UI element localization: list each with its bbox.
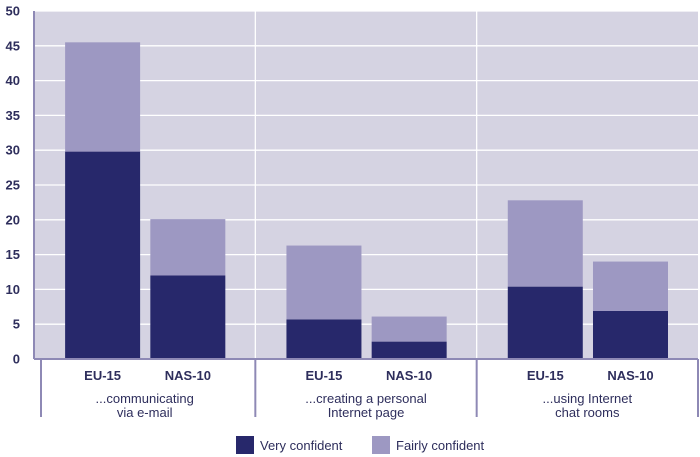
bar-segment bbox=[65, 42, 141, 152]
bar-segment bbox=[150, 275, 226, 359]
y-tick-label: 5 bbox=[13, 317, 20, 332]
legend-label: Very confident bbox=[260, 438, 343, 453]
y-tick-label: 25 bbox=[6, 178, 20, 193]
group-label: via e-mail bbox=[117, 405, 173, 420]
x-axis: EU-15 NAS-10 EU-15 NAS-10 EU-15 NAS-10 ...comm… bbox=[33, 11, 699, 420]
x-category-label: NAS-10 bbox=[607, 368, 653, 383]
bar-segment bbox=[371, 316, 447, 342]
y-tick-label: 30 bbox=[6, 143, 20, 158]
x-category-label: EU-15 bbox=[306, 368, 343, 383]
x-category-label: EU-15 bbox=[527, 368, 564, 383]
y-tick-label: 15 bbox=[6, 247, 20, 262]
x-category-label: NAS-10 bbox=[165, 368, 211, 383]
bar-segment bbox=[371, 341, 447, 359]
bar-segment bbox=[507, 200, 583, 287]
bar-segment bbox=[150, 219, 226, 276]
group-label: ...creating a personal bbox=[305, 391, 427, 406]
group-label: ...communicating bbox=[96, 391, 194, 406]
y-tick-label: 20 bbox=[6, 212, 20, 227]
y-tick-label: 50 bbox=[6, 4, 20, 19]
legend-swatch bbox=[236, 436, 254, 454]
bar-segment bbox=[507, 286, 583, 359]
legend-swatch bbox=[372, 436, 390, 454]
x-category-label: NAS-10 bbox=[386, 368, 432, 383]
y-tick-label: 45 bbox=[6, 38, 20, 53]
bar-segment bbox=[286, 245, 362, 320]
gridlines bbox=[34, 10, 698, 360]
group-label: Internet page bbox=[328, 405, 405, 420]
y-axis: 0 5 10 15 20 25 30 35 40 45 50 bbox=[6, 4, 20, 367]
x-category-label: EU-15 bbox=[84, 368, 121, 383]
bar-segment bbox=[592, 261, 668, 311]
legend-label: Fairly confident bbox=[396, 438, 485, 453]
y-tick-label: 10 bbox=[6, 282, 20, 297]
bar-segment bbox=[592, 310, 668, 359]
bar-segment bbox=[65, 151, 141, 359]
y-tick-label: 40 bbox=[6, 73, 20, 88]
legend: Very confident Fairly confident bbox=[236, 436, 485, 454]
y-tick-label: 35 bbox=[6, 108, 20, 123]
bars bbox=[65, 42, 668, 359]
bar-segment bbox=[286, 319, 362, 359]
group-label: chat rooms bbox=[555, 405, 620, 420]
group-label: ...using Internet bbox=[543, 391, 633, 406]
y-tick-label: 0 bbox=[13, 352, 20, 367]
